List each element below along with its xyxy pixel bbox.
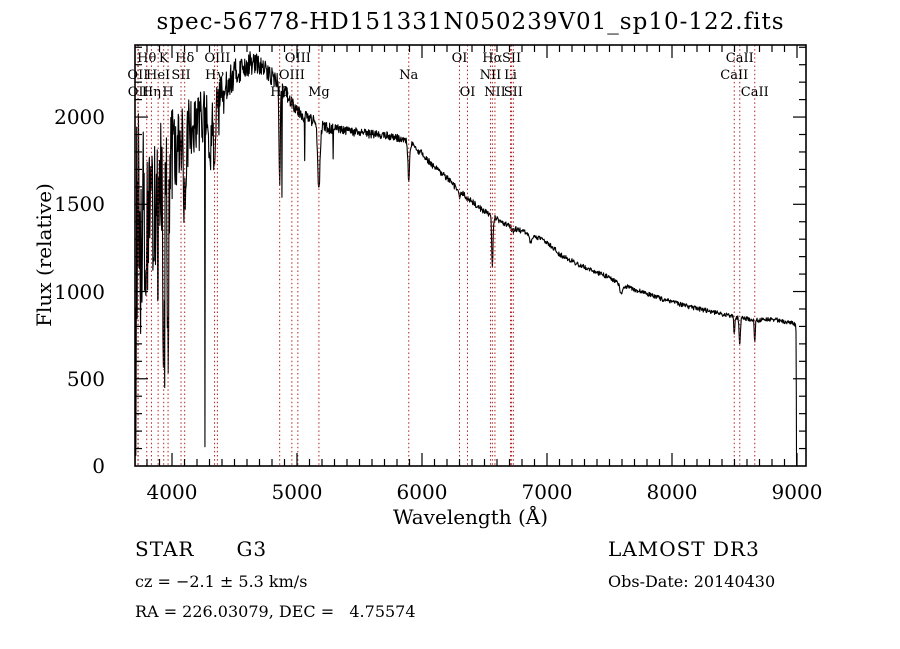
spectral-line-label: OIII [284, 51, 311, 66]
object-class-line: STAR G3 [135, 537, 267, 561]
spectral-line-label: SII [171, 68, 191, 83]
spectral-line-label: OIII [278, 68, 305, 83]
y-tick-label: 0 [92, 454, 105, 478]
y-tick-label: 1500 [54, 192, 105, 217]
spectral-line-label: CaII [740, 85, 769, 100]
spectral-line-label: OIII [204, 51, 231, 66]
spectral-line-label: OI [459, 85, 476, 100]
spectral-line-label: SII [503, 85, 523, 100]
radial-velocity-text: cz = −2.1 ± 5.3 km/s [135, 572, 308, 591]
y-tick-label: 1000 [54, 279, 105, 304]
spectral-line-label: OII [127, 68, 149, 83]
plot-title: spec-56778-HD151331N050239V01_sp10-122.f… [156, 9, 785, 35]
spectral-line-label: HeI [146, 68, 171, 83]
x-tick-label: 6000 [396, 480, 448, 504]
spectral-line-label: OII [127, 85, 149, 100]
spectral-line-label: OI [451, 51, 468, 66]
spectral-line-label: K [158, 51, 169, 66]
spectral-line-label: Hγ [205, 68, 225, 83]
spectral-line-label: Hη [141, 85, 161, 100]
spectral-line-label: NII [484, 85, 506, 100]
y-tick-label: 500 [66, 366, 105, 391]
spectral-line-label: H [162, 85, 174, 100]
spectral-line-label: Li [504, 68, 517, 83]
x-tick-label: 4000 [146, 480, 198, 504]
spectral-line-label: SII [501, 51, 522, 66]
x-axis-label: Wavelength (Å) [392, 505, 549, 529]
x-tick-label: 7000 [521, 480, 573, 504]
obs-date-text: Obs-Date: 20140430 [608, 572, 776, 591]
spectral-line-label: Hα [482, 51, 503, 66]
object-subclass-text: G3 [236, 537, 268, 561]
spectral-line-label: Na [399, 68, 419, 83]
survey-release-text: LAMOST DR3 [608, 537, 760, 561]
spectral-line-label: NII [479, 68, 502, 83]
coordinates-text: RA = 226.03079, DEC = 4.75574 [135, 602, 416, 621]
spectral-line-label: Hδ [175, 51, 195, 66]
x-tick-label: 9000 [771, 480, 823, 504]
y-axis-label: Flux (relative) [32, 183, 56, 327]
spectral-line-label: Mg [308, 85, 330, 100]
spectral-line-label: CaII [725, 51, 754, 66]
x-tick-label: 8000 [646, 480, 698, 504]
y-tick-label: 2000 [54, 105, 105, 130]
spectral-line-label: Hβ [270, 85, 290, 100]
x-tick-label: 5000 [271, 480, 323, 504]
object-type-text: STAR [135, 537, 195, 561]
spectral-line-label: Hθ [137, 51, 157, 66]
spectral-line-label: CaII [720, 68, 749, 83]
